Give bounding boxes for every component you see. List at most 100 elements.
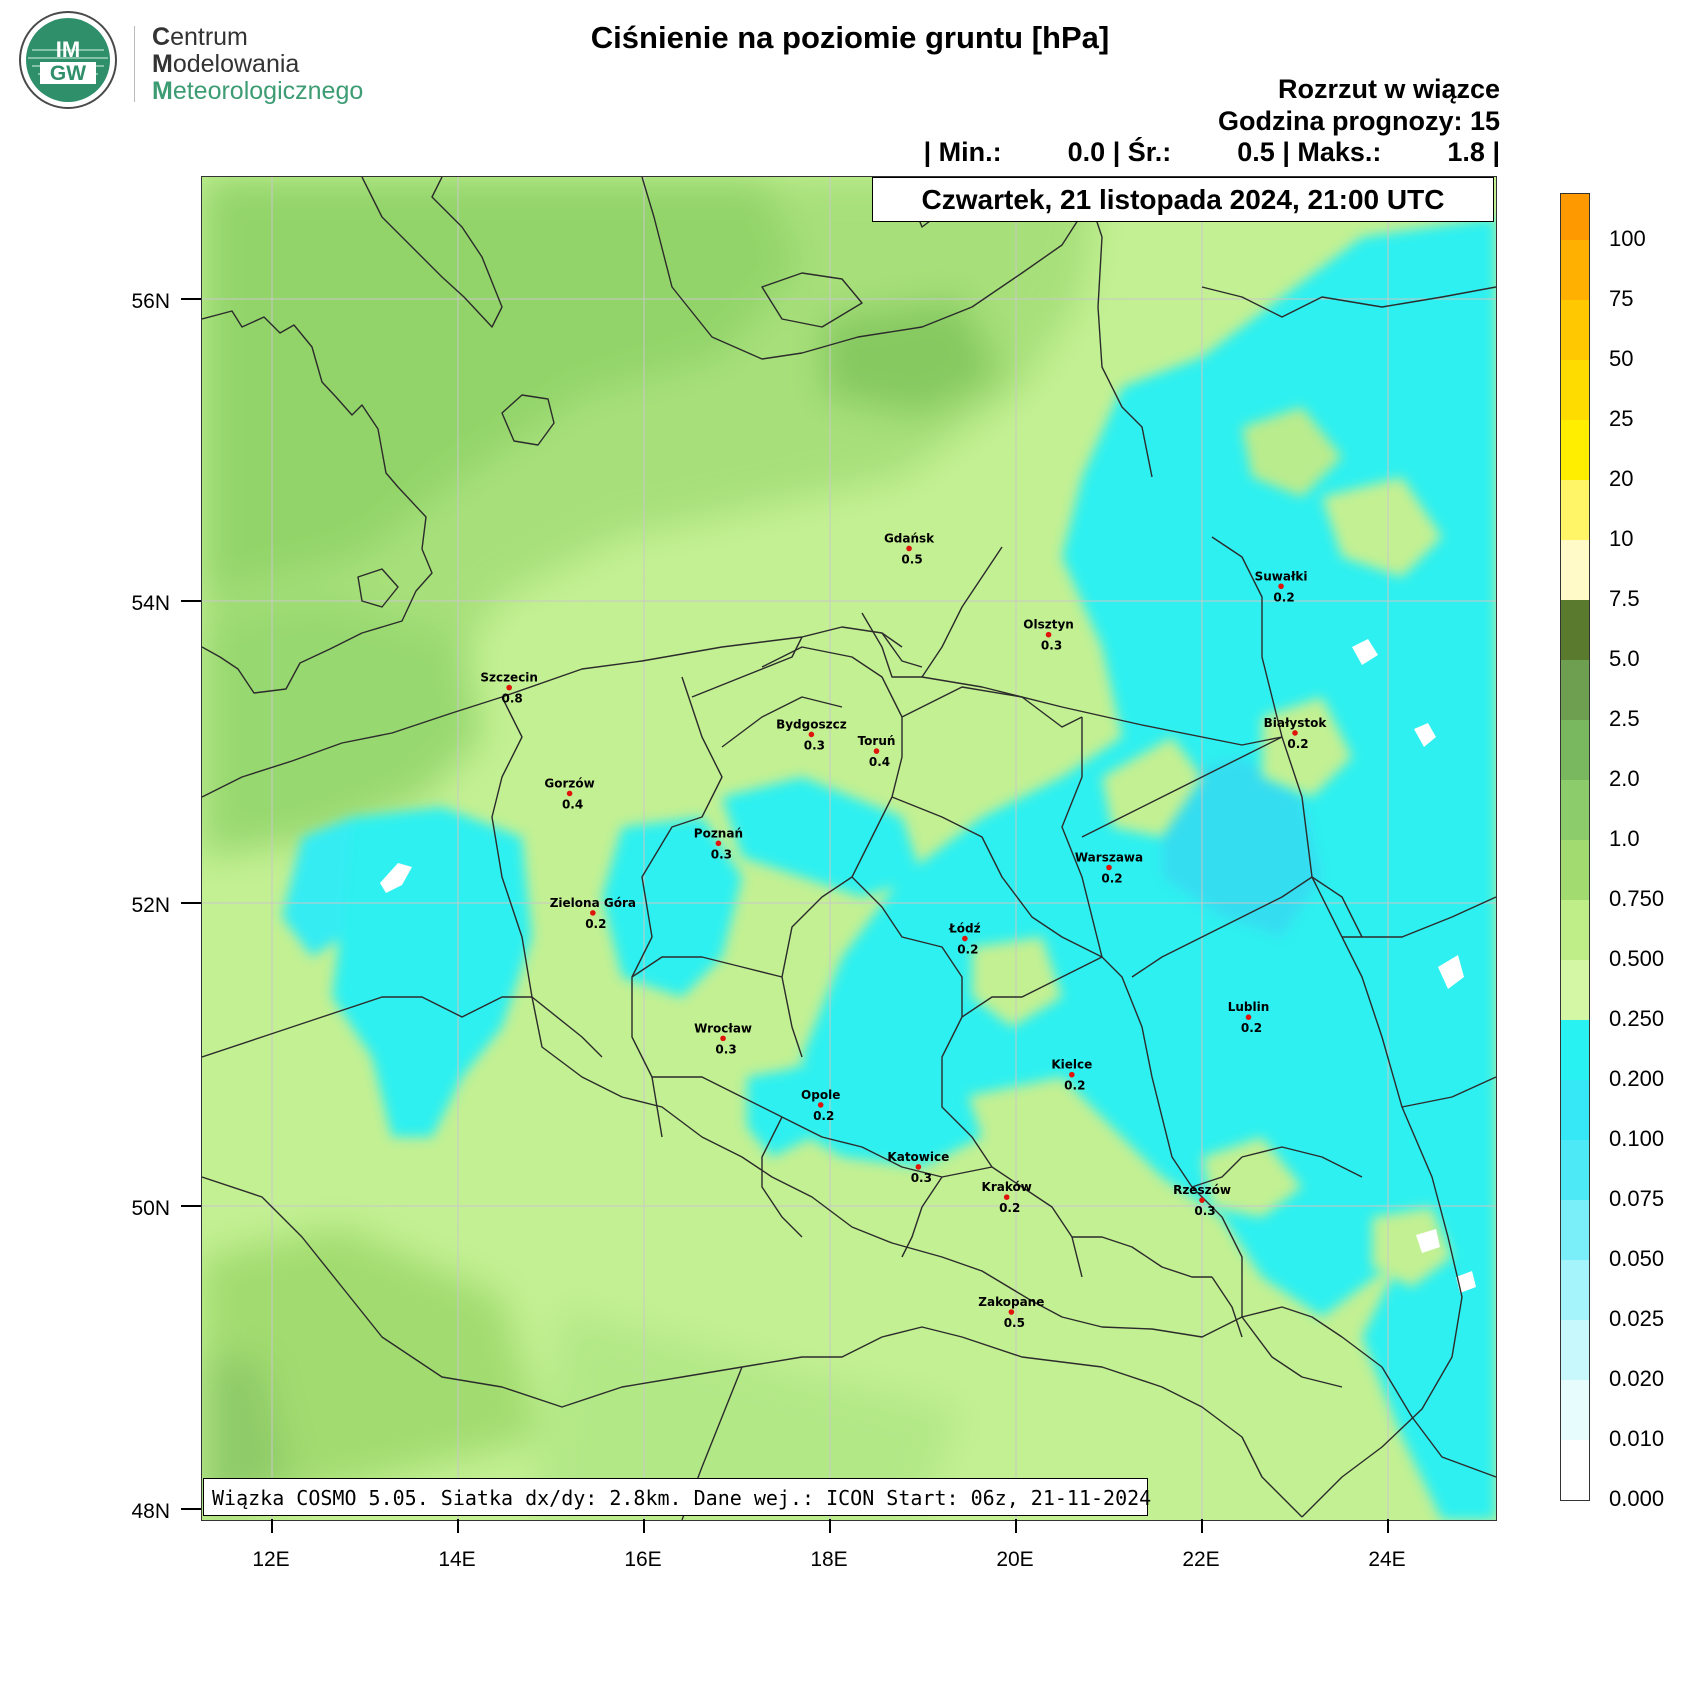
city-value: 0.3 — [711, 847, 732, 861]
city-markers: Gdańsk 0.5 Suwałki 0.2 Olsztyn 0.3 Szczecin 0.8… — [480, 531, 1327, 1330]
colorbar-segment — [1561, 240, 1589, 300]
city-marker: Rzeszów 0.3 — [1173, 1183, 1231, 1218]
city-value: 0.2 — [1064, 1079, 1085, 1093]
colorbar-segment — [1561, 1440, 1589, 1500]
city-marker: Katowice 0.3 — [887, 1150, 949, 1185]
city-value: 0.3 — [804, 738, 825, 752]
logo-divider — [134, 26, 135, 102]
colorbar-label: 10 — [1609, 526, 1634, 551]
city-dot — [720, 1035, 726, 1042]
city-marker: Białystok 0.2 — [1264, 716, 1328, 751]
lon-label-24e: 24E — [1368, 1548, 1406, 1571]
org-name-line-2: Modelowania — [152, 51, 299, 78]
city-name: Zakopane — [978, 1295, 1044, 1309]
city-value: 0.2 — [1287, 737, 1308, 751]
colorbar-label: 5.0 — [1609, 646, 1640, 671]
stat-min-value: 0.0 — [1067, 137, 1106, 167]
city-value: 0.5 — [901, 552, 922, 566]
colorbar-label: 0.010 — [1609, 1426, 1665, 1451]
city-dot — [906, 545, 912, 552]
map-panel: Gdańsk 0.5 Suwałki 0.2 Olsztyn 0.3 Szczecin 0.8… — [201, 176, 1497, 1521]
city-marker: Bydgoszcz 0.3 — [776, 717, 847, 752]
stat-mean-value: 0.5 — [1237, 137, 1275, 167]
city-dot — [590, 910, 596, 916]
map-subtitle: Rozrzut w wiązce — [1277, 74, 1500, 104]
city-value: 0.2 — [813, 1109, 834, 1123]
colorbar — [1560, 193, 1590, 1501]
city-name: Bydgoszcz — [776, 717, 847, 731]
city-marker: Warszawa 0.2 — [1075, 851, 1143, 886]
city-dot — [1008, 1309, 1015, 1315]
city-dot — [962, 935, 968, 942]
org-rest: entrum — [170, 23, 248, 51]
city-value: 0.2 — [1273, 590, 1294, 604]
city-dot — [873, 748, 880, 754]
city-dot — [1045, 631, 1052, 638]
lon-label-14e: 14E — [438, 1548, 476, 1571]
city-value: 0.3 — [911, 1171, 932, 1185]
colorbar-segment — [1561, 1020, 1589, 1080]
city-marker: Gorzów 0.4 — [544, 776, 594, 811]
colorbar-label: 0.200 — [1609, 1066, 1665, 1091]
city-dot — [1199, 1197, 1205, 1203]
city-dot — [1003, 1194, 1010, 1200]
stat-max-value: 1.8 — [1447, 137, 1485, 167]
colorbar-label: 100 — [1609, 226, 1646, 251]
lat-label-48n: 48N — [131, 1500, 170, 1523]
city-value: 0.2 — [1241, 1021, 1262, 1035]
colorbar-segment — [1561, 900, 1589, 960]
city-marker: Toruń 0.4 — [858, 734, 896, 769]
imgw-logo: IM GW — [19, 11, 117, 109]
org-rest: odelowania — [172, 50, 300, 78]
lat-label-52n: 52N — [131, 894, 170, 917]
org-initial: C — [152, 23, 171, 51]
stat-min-label: | Min.: — [923, 137, 1002, 167]
boundaries — [202, 177, 1496, 1520]
colorbar-label: 0.020 — [1609, 1366, 1665, 1391]
colorbar-segment — [1561, 194, 1589, 240]
lon-tick-16e — [643, 1519, 645, 1533]
forecast-hour: Godzina prognozy: 15 — [1217, 106, 1500, 136]
lat-tick-54n — [181, 600, 201, 602]
city-dot — [566, 790, 573, 797]
colorbar-segment — [1561, 360, 1589, 420]
stat-end: | — [1492, 137, 1500, 167]
colorbar-label: 0.500 — [1609, 946, 1665, 971]
valid-time-box: Czwartek, 21 listopada 2024, 21:00 UTC — [872, 177, 1494, 222]
city-value: 0.3 — [1194, 1204, 1215, 1218]
city-name: Katowice — [887, 1150, 949, 1164]
org-name-line-1: Centrum — [152, 24, 248, 51]
lon-tick-22e — [1201, 1519, 1203, 1533]
colorbar-label: 75 — [1609, 286, 1634, 311]
model-info-footer: Wiązka COSMO 5.05. Siatka dx/dy: 2.8km. … — [203, 1478, 1151, 1516]
city-dot — [1292, 730, 1298, 736]
colorbar-segment — [1561, 300, 1589, 360]
colorbar-segment — [1561, 480, 1589, 540]
city-dot — [808, 731, 815, 738]
lon-tick-20e — [1015, 1519, 1017, 1533]
lon-label-12e: 12E — [252, 1548, 290, 1571]
graticule — [202, 177, 1496, 1520]
city-name: Kielce — [1051, 1058, 1092, 1072]
colorbar-label: 0.025 — [1609, 1306, 1665, 1331]
city-value: 0.3 — [1041, 639, 1062, 653]
city-marker: Suwałki 0.2 — [1255, 569, 1308, 604]
lon-tick-14e — [457, 1519, 459, 1533]
lon-label-20e: 20E — [996, 1548, 1034, 1571]
city-marker: Lublin 0.2 — [1228, 1000, 1270, 1035]
colorbar-label: 0.750 — [1609, 886, 1665, 911]
city-marker: Szczecin 0.8 — [480, 671, 538, 706]
city-dot — [1278, 583, 1284, 590]
lon-tick-12e — [271, 1519, 273, 1533]
colorbar-segment — [1561, 1320, 1589, 1380]
statistics-line: | Min.: 0.0 | Śr.: 0.5 | Maks.: 1.8 | — [924, 137, 1500, 168]
city-marker: Gdańsk 0.5 — [884, 531, 935, 566]
city-marker: Wrocław 0.3 — [694, 1021, 752, 1056]
colorbar-label: 20 — [1609, 466, 1634, 491]
city-marker: Łódź 0.2 — [948, 922, 981, 957]
org-initial: M — [152, 50, 173, 78]
colorbar-label: 2.5 — [1609, 706, 1640, 731]
city-name: Gorzów — [544, 776, 594, 790]
colorbar-label: 7.5 — [1609, 586, 1640, 611]
colorbar-label: 0.050 — [1609, 1246, 1665, 1271]
